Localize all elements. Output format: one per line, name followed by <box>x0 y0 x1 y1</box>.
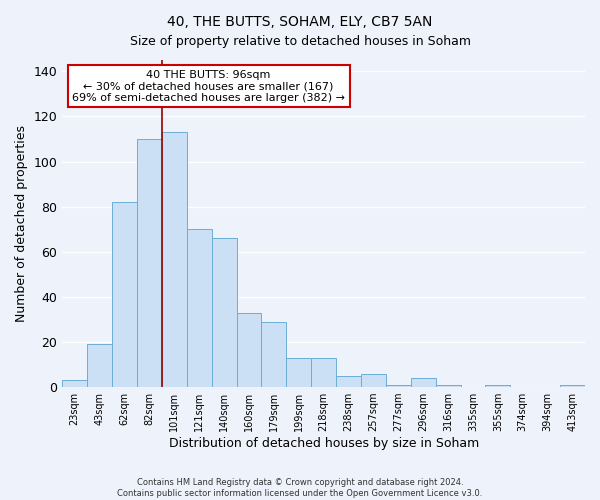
Y-axis label: Number of detached properties: Number of detached properties <box>15 125 28 322</box>
Bar <box>286 358 311 387</box>
Bar <box>436 385 461 387</box>
Bar <box>386 385 411 387</box>
Bar <box>187 229 212 387</box>
Bar <box>361 374 386 387</box>
Bar <box>560 385 585 387</box>
Text: 40, THE BUTTS, SOHAM, ELY, CB7 5AN: 40, THE BUTTS, SOHAM, ELY, CB7 5AN <box>167 15 433 29</box>
Text: Size of property relative to detached houses in Soham: Size of property relative to detached ho… <box>130 35 470 48</box>
Bar <box>311 358 336 387</box>
Bar <box>62 380 87 387</box>
Bar <box>87 344 112 387</box>
Text: 40 THE BUTTS: 96sqm
← 30% of detached houses are smaller (167)
69% of semi-detac: 40 THE BUTTS: 96sqm ← 30% of detached ho… <box>72 70 345 103</box>
Bar <box>411 378 436 387</box>
Bar <box>336 376 361 387</box>
Bar <box>112 202 137 387</box>
X-axis label: Distribution of detached houses by size in Soham: Distribution of detached houses by size … <box>169 437 479 450</box>
Bar <box>212 238 236 387</box>
Bar <box>485 385 511 387</box>
Bar <box>236 312 262 387</box>
Bar <box>162 132 187 387</box>
Bar <box>137 139 162 387</box>
Bar <box>262 322 286 387</box>
Text: Contains HM Land Registry data © Crown copyright and database right 2024.
Contai: Contains HM Land Registry data © Crown c… <box>118 478 482 498</box>
